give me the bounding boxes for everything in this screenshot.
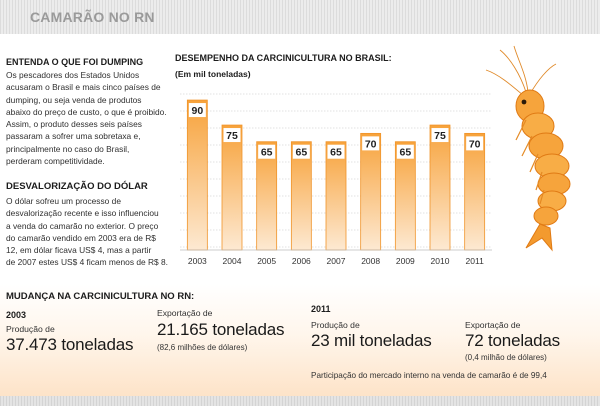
x-tick-label: 2005 xyxy=(257,256,276,266)
bar-value-label: 75 xyxy=(226,130,238,142)
dumping-heading: ENTENDA O QUE FOI DUMPING xyxy=(6,57,144,67)
dolar-heading: DESVALORIZAÇÃO DO DÓLAR xyxy=(6,181,148,192)
shrimp-illustration xyxy=(485,45,571,252)
production-2011-value: 23 mil toneladas xyxy=(311,331,432,350)
bar-label-box xyxy=(292,144,310,159)
bar-value-label: 65 xyxy=(399,147,411,159)
bar-value-label: 65 xyxy=(295,147,307,159)
paragraph-line: perderam competitividade. xyxy=(6,156,105,167)
bar xyxy=(221,124,243,251)
x-tick-label: 2003 xyxy=(188,256,207,266)
participation-note: Participação do mercado interno na venda… xyxy=(311,371,547,380)
x-tick-label: 2006 xyxy=(292,256,311,266)
paragraph-line: a venda do camarão no exterior. O preço xyxy=(6,220,159,231)
x-tick-label: 2004 xyxy=(223,256,242,266)
dolar-paragraph: O dólar sofreu um processo de desvaloriza… xyxy=(6,195,171,269)
production-2003-value: 37.473 toneladas xyxy=(6,335,134,354)
paragraph-line: acusaram o Brasil e mais cinco países de xyxy=(6,82,161,93)
paragraph-line: principalmente no caso do Brasil, xyxy=(6,143,130,154)
bar-label-box xyxy=(431,128,449,143)
bar-label-box xyxy=(258,144,276,159)
bar-label-box xyxy=(223,128,241,143)
export-2003-value: 21.165 toneladas xyxy=(157,320,285,339)
x-tick-label: 2011 xyxy=(466,256,485,266)
paragraph-line: abaixo do preço de custo, o que é proibi… xyxy=(6,106,167,117)
x-tick-label: 2008 xyxy=(361,256,380,266)
page-title: CAMARÃO NO RN xyxy=(30,9,155,25)
paragraph-line: do camarão vendido em 2003 era de R$ xyxy=(6,232,156,243)
chart-title: DESEMPENHO DA CARCINICULTURA NO BRASIL: xyxy=(175,53,392,63)
shrimp-legs-icon xyxy=(515,119,545,205)
bar-chart: DESEMPENHO DA CARCINICULTURA NO BRASIL: … xyxy=(175,53,492,266)
bar-label-box xyxy=(188,103,206,118)
bar-label-box xyxy=(396,144,414,159)
paragraph-line: passaram a sofrer uma sobretaxa e, xyxy=(6,131,141,142)
header-bar: CAMARÃO NO RN xyxy=(0,0,600,34)
bar-value-label: 65 xyxy=(330,147,342,159)
paragraph-line: dumping, ou seja venda de produtos xyxy=(6,94,142,105)
bottom-panel: MUDANÇA NA CARCINICULTURA NO RN: 2003 Pr… xyxy=(0,284,600,396)
paragraph-line: Os pescadores dos Estados Unidos xyxy=(6,70,140,80)
bar-value-label: 90 xyxy=(191,105,203,117)
year-2003-label: 2003 xyxy=(6,310,27,320)
x-tick-label: 2010 xyxy=(431,256,450,266)
chart-bars: 90 75 65 65 65 70 65 75 70 xyxy=(186,99,486,251)
bar-label-box xyxy=(362,136,380,151)
footer-band xyxy=(0,396,600,406)
export-2011-value: 72 toneladas xyxy=(465,331,560,350)
export-2003-note: (82,6 milhões de dólares) xyxy=(157,343,248,352)
bar xyxy=(429,124,451,251)
paragraph-line: de 2007 estes US$ 4 ficam menos de R$ 8. xyxy=(6,257,169,268)
x-tick-label: 2007 xyxy=(327,256,346,266)
bar-label-box xyxy=(466,136,484,151)
bar xyxy=(186,99,208,251)
year-2011-label: 2011 xyxy=(311,304,331,314)
production-2011-label: Produção de xyxy=(311,320,360,330)
production-2003-label: Produção de xyxy=(6,324,55,334)
export-2011-label: Exportação de xyxy=(465,320,521,330)
paragraph-line: desvalorização recente e isso influencio… xyxy=(6,208,159,219)
dumping-paragraph: Os pescadores dos Estados Unidos acusaram… xyxy=(6,69,171,167)
bar-label-box xyxy=(327,144,345,159)
chart-subtitle: (Em mil toneladas) xyxy=(175,69,251,79)
shrimp-antennae-icon xyxy=(485,45,557,97)
chart-x-axis: 2003 2004 2005 2006 2007 2008 2009 2010 2011 xyxy=(180,249,492,266)
paragraph-line: 12, em dólar ficava US$ 4, mas a partir xyxy=(6,245,152,256)
bar xyxy=(360,132,382,251)
bar-value-label: 75 xyxy=(434,130,446,142)
bar-value-label: 70 xyxy=(469,138,481,150)
shrimp-body-icon xyxy=(515,89,571,252)
x-tick-label: 2009 xyxy=(396,256,415,266)
bar-value-label: 65 xyxy=(261,147,273,159)
export-2011-note: (0,4 milhão de dólares) xyxy=(465,353,547,362)
paragraph-line: O dólar sofreu um processo de xyxy=(6,196,121,206)
bottom-title: MUDANÇA NA CARCINICULTURA NO RN: xyxy=(6,291,195,302)
bar-value-label: 70 xyxy=(365,138,377,150)
export-2003-label: Exportação de xyxy=(157,308,213,318)
paragraph-line: Assim, o produto desses seis países xyxy=(6,119,142,130)
